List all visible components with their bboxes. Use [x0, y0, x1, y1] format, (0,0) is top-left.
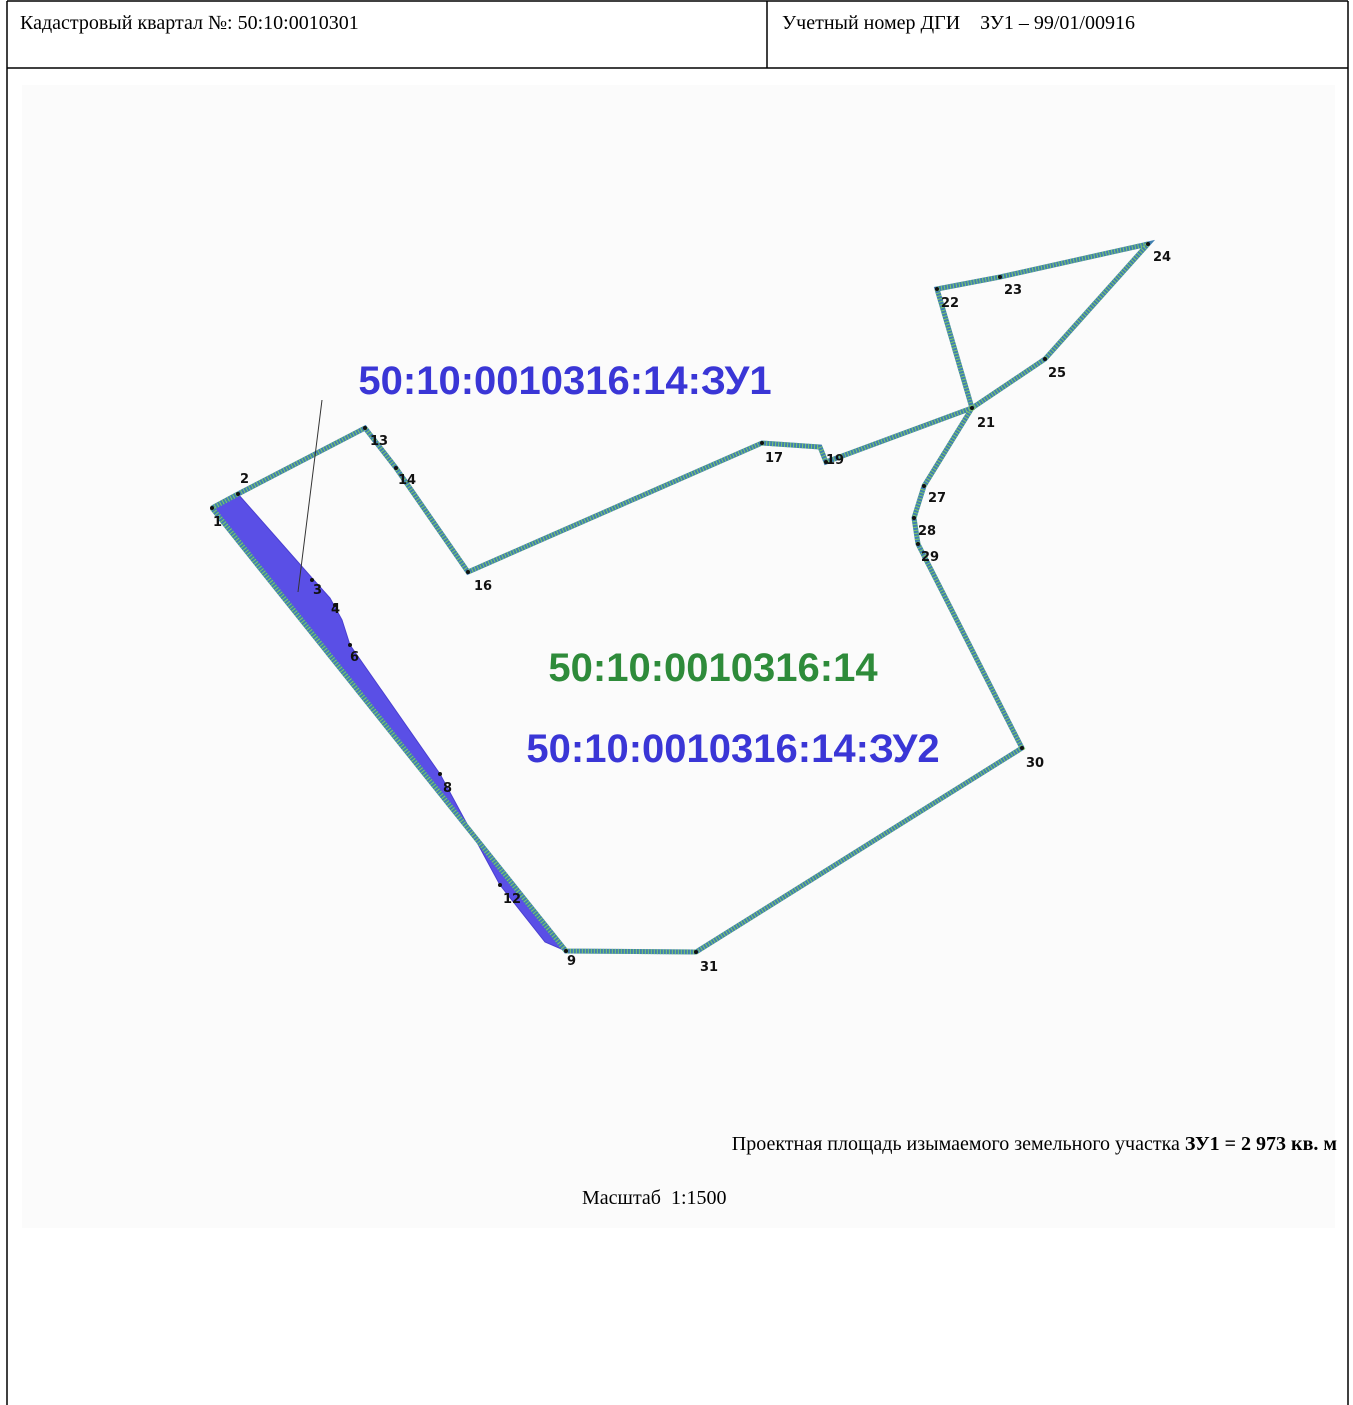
vertex: [438, 772, 442, 776]
point-label: 16: [474, 579, 492, 594]
parcel-label: 50:10:0010316:14: [548, 646, 878, 690]
point-label: 6: [350, 650, 359, 665]
vertex: [310, 578, 314, 582]
dgi-number: Учетный номер ДГИ ЗУ1 – 99/01/00916: [782, 12, 1135, 34]
frame: [6, 0, 1349, 1405]
cadastral-quarter: Кадастровый квартал №: 50:10:0010301: [20, 12, 359, 34]
vertex: [824, 460, 828, 464]
parcel-zu2-label: 50:10:0010316:14:ЗУ2: [526, 727, 939, 771]
vertex: [1020, 746, 1024, 750]
point-label: 30: [1026, 756, 1044, 771]
vertex: [912, 516, 916, 520]
vertex: [694, 950, 698, 954]
point-label: 14: [398, 473, 416, 488]
vertex: [363, 426, 367, 430]
vertex: [210, 506, 214, 510]
map-area: [22, 85, 1335, 1228]
point-label: 1: [213, 515, 222, 530]
vertex: [922, 484, 926, 488]
scale: Масштаб 1:1500: [582, 1187, 727, 1209]
point-label: 13: [370, 434, 388, 449]
vertex: [998, 275, 1002, 279]
point-label: 27: [928, 491, 946, 506]
point-label: 3: [313, 583, 322, 598]
point-label: 8: [443, 781, 452, 796]
vertex: [935, 287, 939, 291]
point-label: 21: [977, 416, 995, 431]
vertex: [760, 441, 764, 445]
vertex: [564, 949, 568, 953]
point-label: 31: [700, 960, 718, 975]
vertex: [236, 492, 240, 496]
area-line: Проектная площадь изымаемого земельного …: [732, 1133, 1337, 1155]
point-label: 9: [567, 954, 576, 969]
point-label: 2: [240, 472, 249, 487]
vertex: [916, 542, 920, 546]
point-label: 17: [765, 451, 783, 466]
vertex: [1043, 357, 1047, 361]
vertex: [348, 643, 352, 647]
vertex: [970, 406, 974, 410]
vertex: [498, 883, 502, 887]
area-text: Проектная площадь изымаемого земельного …: [732, 1133, 1185, 1155]
point-label: 28: [918, 524, 936, 539]
point-label: 29: [921, 550, 939, 565]
point-label: 12: [503, 892, 521, 907]
vertex: [1146, 242, 1150, 246]
area-value: ЗУ1 = 2 973 кв. м: [1185, 1133, 1337, 1155]
point-label: 19: [826, 453, 844, 468]
point-label: 23: [1004, 283, 1022, 298]
point-label: 25: [1048, 366, 1066, 381]
vertex: [466, 570, 470, 574]
point-label: 22: [941, 296, 959, 311]
point-label: 4: [331, 602, 340, 617]
point-label: 24: [1153, 250, 1171, 265]
parcel-zu1-label: 50:10:0010316:14:ЗУ1: [358, 359, 771, 403]
vertex: [333, 603, 337, 607]
leader-line: [297, 399, 323, 593]
vertex: [394, 466, 398, 470]
